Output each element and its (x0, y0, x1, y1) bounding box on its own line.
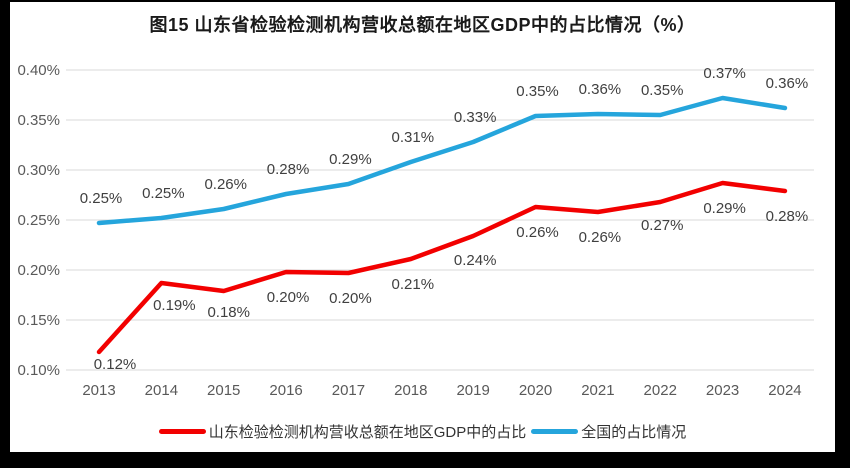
legend-item-shandong-gdp-share: 山东检验检测机构营收总额在地区GDP中的占比 (158, 421, 527, 442)
legend-swatch-national-share (531, 429, 579, 434)
legend-label-national-share: 全国的占比情况 (581, 424, 687, 441)
legend-swatch-shandong-gdp-share (158, 429, 206, 434)
chart-page (10, 2, 835, 452)
legend-label-shandong-gdp-share: 山东检验检测机构营收总额在地区GDP中的占比 (208, 424, 527, 441)
chart-title: 图15 山东省检验检测机构营收总额在地区GDP中的占比情况（%） (149, 15, 696, 35)
chart-legend: 山东检验检测机构营收总额在地区GDP中的占比 全国的占比情况 (10, 421, 835, 442)
legend-item-national-share: 全国的占比情况 (531, 421, 686, 442)
